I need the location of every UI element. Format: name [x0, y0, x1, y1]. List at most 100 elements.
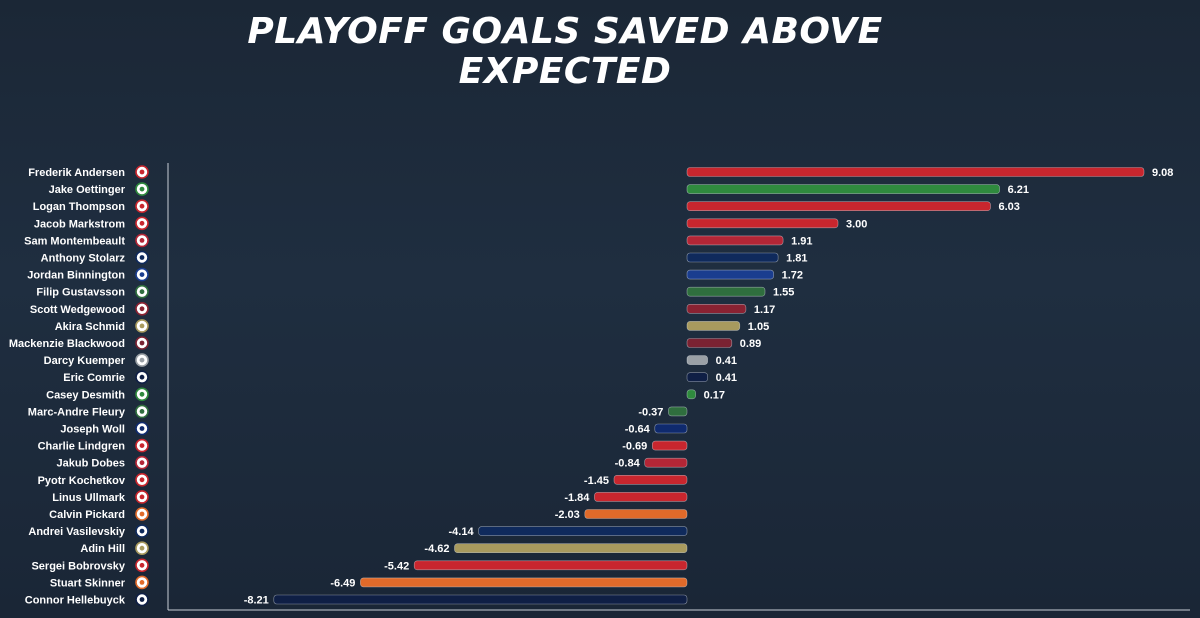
data-label: 6.03 — [999, 201, 1020, 213]
team-logo-icon — [135, 319, 149, 333]
data-label: -5.42 — [384, 560, 409, 572]
tick-label: Sam Montembeault — [24, 235, 125, 247]
tick-label: Mackenzie Blackwood — [9, 338, 125, 350]
bar-row: Sergei Bobrovsky -5.42 — [31, 558, 688, 573]
team-logo-icon — [135, 301, 149, 316]
team-logo-icon — [135, 404, 149, 419]
bar — [686, 235, 784, 246]
data-label: 1.05 — [748, 321, 769, 333]
team-logo-icon — [135, 455, 149, 470]
team-logo-icon — [135, 541, 149, 556]
data-label: 1.91 — [791, 235, 812, 247]
bar — [273, 594, 688, 605]
bar-row: Sam Montembeault 1.91 — [24, 233, 813, 248]
team-logo-icon — [135, 558, 149, 573]
bar-row: Jakub Dobes -0.84 — [57, 455, 688, 470]
team-logo-icon — [135, 387, 149, 402]
team-logo-icon — [135, 490, 149, 504]
bar — [686, 303, 747, 314]
bar-row: Linus Ullmark -1.84 — [52, 490, 688, 504]
bar-row: Scott Wedgewood 1.17 — [30, 301, 775, 316]
bar — [686, 252, 779, 263]
bar — [686, 269, 774, 280]
team-logo-icon — [135, 438, 149, 453]
team-logo-icon — [135, 233, 149, 248]
bar — [686, 184, 1000, 194]
tick-label: Andrei Vasilevskiy — [28, 526, 125, 538]
tick-label: Jacob Markstrom — [34, 218, 125, 230]
team-logo-icon — [135, 216, 149, 231]
data-label: 1.55 — [773, 287, 794, 299]
tick-label: Akira Schmid — [55, 321, 125, 333]
bar-row: Charlie Lindgren -0.69 — [38, 438, 688, 453]
tick-label: Anthony Stolarz — [41, 253, 126, 265]
data-label: 1.81 — [786, 253, 807, 265]
tick-label: Marc-Andre Fleury — [28, 406, 126, 418]
bar-row: Jake Oettinger 6.21 — [49, 182, 1029, 196]
bar — [686, 286, 766, 297]
bar — [613, 474, 688, 485]
team-logo-icon — [135, 370, 149, 385]
tick-label: Linus Ullmark — [52, 492, 126, 504]
team-logo-icon — [135, 165, 149, 179]
bar — [686, 167, 1145, 177]
bar-row: Adin Hill -4.62 — [80, 541, 688, 556]
bar — [686, 201, 991, 211]
tick-label: Jordan Binnington — [27, 270, 125, 282]
data-label: -0.37 — [638, 406, 663, 418]
data-label: -4.14 — [449, 526, 475, 538]
tick-label: Sergei Bobrovsky — [31, 560, 125, 572]
team-logo-icon — [135, 472, 149, 487]
bar — [454, 543, 688, 554]
data-label: 3.00 — [846, 218, 867, 230]
tick-label: Eric Comrie — [63, 372, 125, 384]
bar-row: Darcy Kuemper 0.41 — [44, 353, 737, 367]
data-label: 1.72 — [782, 270, 803, 282]
data-label: -1.84 — [564, 492, 590, 504]
bar-row: Pyotr Kochetkov -1.45 — [38, 472, 688, 487]
team-logo-icon — [135, 575, 149, 590]
tick-label: Frederik Andersen — [28, 167, 125, 179]
bar — [686, 372, 708, 383]
team-logo-icon — [135, 199, 149, 213]
bar-row: Jacob Markstrom 3.00 — [34, 216, 867, 231]
chart-title: PLAYOFF GOALS SAVED ABOVE EXPECTED — [247, 11, 883, 92]
bar — [654, 423, 688, 434]
bar-row: Anthony Stolarz 1.81 — [41, 250, 808, 265]
data-label: 0.41 — [716, 372, 737, 384]
bar — [668, 406, 688, 417]
tick-label: Darcy Kuemper — [44, 355, 126, 367]
tick-label: Joseph Woll — [60, 424, 125, 436]
bar — [686, 355, 708, 365]
bar-row: Stuart Skinner -6.49 — [50, 575, 688, 590]
team-logo-icon — [135, 250, 149, 265]
data-label: 9.08 — [1152, 167, 1173, 179]
bar — [686, 218, 839, 229]
team-logo-icon — [135, 524, 149, 538]
data-label: -1.45 — [584, 475, 609, 487]
data-label: -6.49 — [330, 577, 355, 589]
bar-row: Casey Desmith 0.17 — [46, 387, 725, 402]
bar-row: Marc-Andre Fleury -0.37 — [28, 404, 688, 419]
team-logo-icon — [135, 267, 149, 282]
bar — [413, 560, 688, 571]
tick-label: Connor Hellebuyck — [25, 595, 126, 607]
bar-row: Calvin Pickard -2.03 — [49, 507, 688, 521]
bar-row: Connor Hellebuyck -8.21 — [25, 592, 688, 607]
team-logo-icon — [135, 284, 149, 299]
bar — [360, 577, 688, 588]
team-logo-icon — [135, 336, 149, 350]
bar — [584, 509, 688, 519]
tick-label: Filip Gustavsson — [36, 287, 125, 299]
tick-label: Charlie Lindgren — [38, 441, 126, 453]
bar — [478, 526, 688, 536]
bar-row: Mackenzie Blackwood 0.89 — [9, 336, 761, 350]
tick-label: Jake Oettinger — [49, 184, 126, 196]
bar — [594, 492, 688, 502]
tick-label: Stuart Skinner — [50, 577, 126, 589]
data-label: 6.21 — [1008, 184, 1029, 196]
bar-row: Frederik Andersen 9.08 — [28, 165, 1173, 179]
bar-row: Logan Thompson 6.03 — [33, 199, 1020, 213]
data-label: -8.21 — [244, 595, 269, 607]
